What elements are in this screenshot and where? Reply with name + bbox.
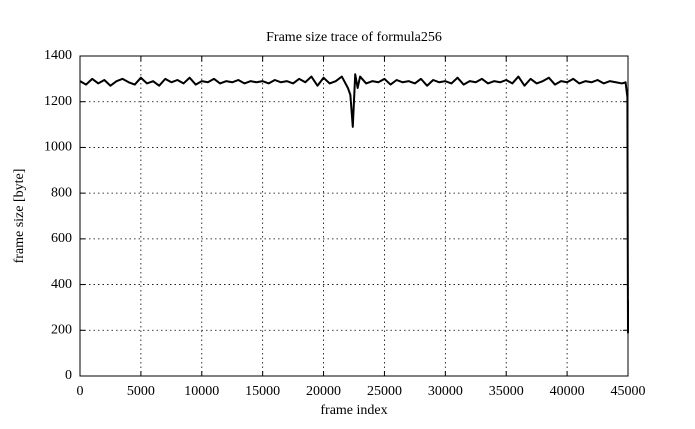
x-axis-label: frame index [320, 403, 387, 418]
x-tick-label: 10000 [184, 384, 219, 399]
x-tick-label: 25000 [367, 384, 402, 399]
x-tick-label: 35000 [489, 384, 524, 399]
y-tick-label: 1200 [44, 94, 72, 109]
x-tick-label: 0 [77, 384, 84, 399]
x-tick-label: 45000 [611, 384, 646, 399]
x-tick-label: 40000 [550, 384, 585, 399]
data-line [79, 73, 629, 334]
y-tick-label: 0 [65, 368, 72, 383]
y-tick-label: 400 [51, 277, 72, 292]
chart-title: Frame size trace of formula256 [266, 30, 442, 45]
y-tick-label: 1400 [44, 48, 72, 63]
x-tick-label: 30000 [428, 384, 463, 399]
y-tick-label: 1000 [44, 140, 72, 155]
y-tick-label: 600 [51, 231, 72, 246]
x-tick-label: 20000 [306, 384, 341, 399]
y-tick-label: 800 [51, 185, 72, 200]
x-tick-label: 15000 [245, 384, 280, 399]
x-tick-label: 5000 [127, 384, 155, 399]
y-axis-label: frame size [byte] [12, 169, 27, 264]
y-tick-label: 200 [51, 323, 72, 338]
